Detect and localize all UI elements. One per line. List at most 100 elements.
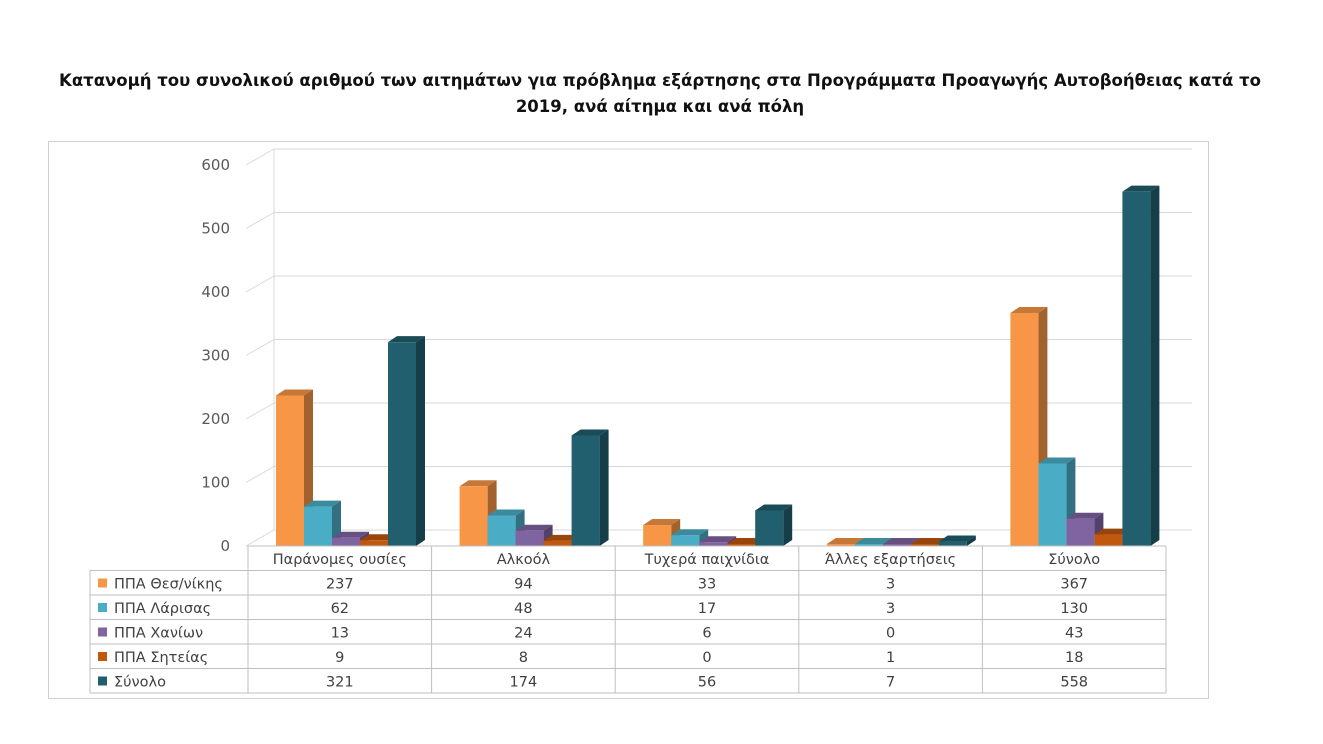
data-label: 321 bbox=[326, 675, 354, 691]
chart-title: Κατανομή του συνολικού αριθμού των αιτημ… bbox=[59, 71, 1261, 116]
bar bbox=[571, 429, 609, 546]
data-label: 367 bbox=[1060, 577, 1088, 593]
bar-front bbox=[515, 530, 544, 546]
legend-label: ΠΠΑ Σητείας bbox=[114, 650, 208, 666]
bar-top bbox=[332, 531, 369, 538]
data-label: 13 bbox=[331, 626, 349, 642]
bar-top bbox=[360, 534, 397, 541]
bar-front bbox=[1066, 518, 1095, 546]
bar-top bbox=[699, 536, 737, 543]
data-label: 1 bbox=[886, 650, 895, 666]
data-label: 6 bbox=[702, 626, 711, 642]
bar-top bbox=[727, 538, 765, 544]
x-category-label: Τυχερά παιχνίδια bbox=[644, 552, 770, 568]
bar-front bbox=[938, 541, 967, 546]
gridline-diagonal bbox=[245, 212, 275, 229]
bar-top bbox=[543, 534, 581, 541]
bar bbox=[1122, 185, 1160, 547]
x-category-label: Παράνομες ουσίες bbox=[273, 552, 407, 568]
bar-front bbox=[910, 544, 939, 546]
y-tick-label: 200 bbox=[201, 410, 230, 428]
data-label: 56 bbox=[698, 675, 716, 691]
data-label: 3 bbox=[886, 577, 895, 593]
data-table: Παράνομες ουσίες Αλκοόλ Τυχερά παιχνίδια Άλ… bbox=[89, 545, 1167, 694]
bar-front bbox=[332, 537, 360, 546]
bar-top bbox=[854, 538, 892, 544]
legend-label: Σύνολο bbox=[114, 675, 166, 691]
bar-front bbox=[755, 510, 784, 546]
data-label: 3 bbox=[886, 601, 895, 617]
bar-front bbox=[854, 544, 883, 546]
y-tick-label: 600 bbox=[201, 156, 230, 174]
legend-label: ΠΠΑ Λάρισας bbox=[114, 601, 211, 617]
y-tick-label: 300 bbox=[201, 347, 230, 365]
bar bbox=[1010, 306, 1048, 546]
x-category-label: Σύνολο bbox=[1048, 552, 1100, 568]
bar-top bbox=[304, 500, 341, 507]
bar-side bbox=[783, 504, 793, 546]
data-label: 18 bbox=[1065, 650, 1083, 666]
bar-front bbox=[276, 395, 304, 546]
gridline-diagonal bbox=[245, 339, 275, 356]
legend-swatch bbox=[98, 652, 107, 661]
gridline-diagonal bbox=[245, 466, 275, 483]
bar-front bbox=[304, 506, 332, 546]
data-label: 130 bbox=[1060, 601, 1088, 617]
bar-front bbox=[388, 342, 416, 546]
bar-top bbox=[882, 538, 920, 544]
bar-top bbox=[826, 538, 864, 544]
data-label: 94 bbox=[514, 577, 532, 593]
bar-top bbox=[276, 389, 313, 396]
bar-side bbox=[966, 535, 976, 546]
bar-top bbox=[1066, 512, 1104, 519]
data-label: 24 bbox=[514, 626, 532, 642]
bar-top bbox=[515, 524, 553, 531]
bar-top bbox=[388, 336, 425, 343]
gridline-diagonal bbox=[245, 148, 275, 166]
bar-top bbox=[571, 429, 609, 436]
data-label: 7 bbox=[886, 675, 895, 691]
data-label: 237 bbox=[326, 577, 354, 593]
bar bbox=[388, 336, 425, 546]
data-label: 0 bbox=[702, 650, 711, 666]
y-tick-label: 100 bbox=[201, 474, 230, 492]
bar-front bbox=[727, 544, 756, 546]
x-category-label: Άλλες εξαρτήσεις bbox=[825, 552, 956, 568]
y-tick-label: 400 bbox=[201, 283, 230, 301]
data-label: 48 bbox=[514, 601, 532, 617]
bar-front bbox=[1038, 463, 1067, 546]
bar-front bbox=[487, 515, 516, 546]
bar-front bbox=[543, 540, 572, 546]
bar-top bbox=[1122, 185, 1160, 192]
data-label: 43 bbox=[1065, 626, 1083, 642]
bar-top bbox=[938, 535, 976, 542]
bar-front bbox=[459, 486, 488, 546]
bar-front bbox=[1122, 191, 1151, 547]
bar-top bbox=[1038, 457, 1076, 464]
bar-side bbox=[599, 429, 609, 546]
bar-top bbox=[910, 538, 948, 544]
gridline-diagonal bbox=[245, 402, 275, 420]
legend-swatch bbox=[98, 578, 107, 588]
bar-front bbox=[1010, 312, 1039, 546]
bar-top bbox=[643, 519, 681, 526]
legend-swatch bbox=[98, 603, 107, 612]
data-label: 174 bbox=[510, 675, 538, 691]
bar-side bbox=[1150, 185, 1160, 547]
bar-top bbox=[1010, 306, 1048, 313]
bar-top bbox=[671, 529, 709, 536]
y-axis: 0 100 200 300 400 500 600 bbox=[201, 156, 230, 555]
bar-front bbox=[671, 535, 700, 546]
bar-side bbox=[416, 336, 425, 546]
data-label: 558 bbox=[1060, 675, 1088, 691]
data-label: 33 bbox=[698, 577, 716, 593]
bar-front bbox=[360, 540, 388, 546]
bar-front bbox=[882, 544, 911, 546]
data-label: 0 bbox=[886, 626, 895, 642]
y-tick-label: 0 bbox=[220, 537, 230, 555]
bar bbox=[755, 504, 793, 546]
y-tick-label: 500 bbox=[201, 220, 230, 238]
bar-top bbox=[755, 504, 793, 511]
legend-swatch bbox=[98, 676, 107, 686]
